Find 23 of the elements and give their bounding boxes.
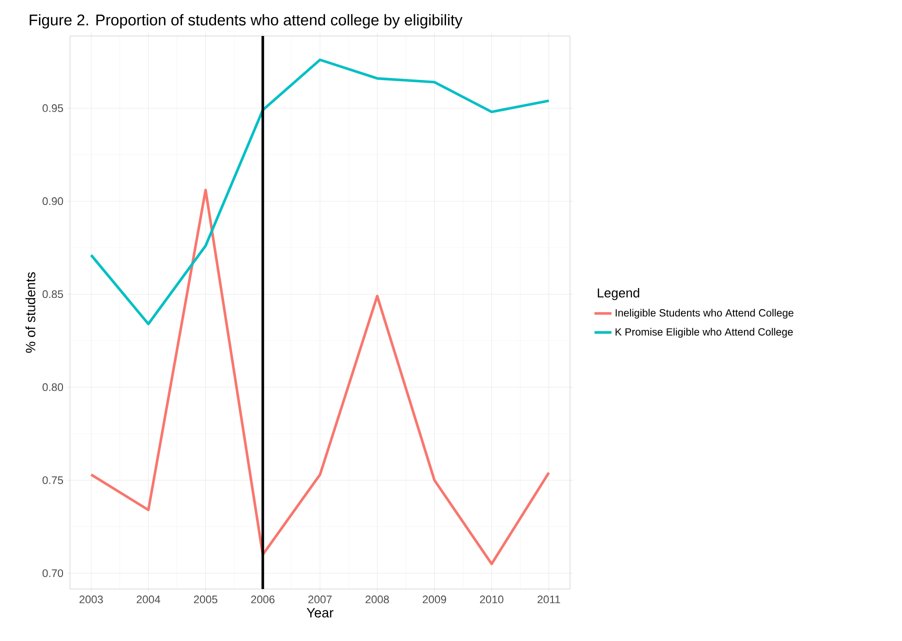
- y-tick-label: 0.90: [42, 197, 64, 206]
- x-axis-title: Year: [306, 608, 334, 618]
- legend-label: Ineligible Students who Attend College: [616, 308, 794, 319]
- y-tick-label: 0.75: [42, 476, 64, 484]
- line-series: [90, 58, 550, 326]
- x-tick-label: 2008: [366, 596, 389, 604]
- y-tick-label: 0.80: [42, 383, 64, 392]
- legend-label: K Promise Eligible who Attend College: [616, 328, 793, 338]
- legend-title: Legend: [598, 288, 640, 300]
- y-tick-label: 0.95: [42, 104, 64, 112]
- y-tick-label: 0.85: [42, 290, 64, 298]
- x-tick-label: 2007: [308, 596, 332, 604]
- x-tick-label: 2006: [251, 596, 274, 604]
- x-tick-label: 2004: [136, 596, 160, 604]
- x-tick-label: 2011: [538, 596, 560, 604]
- y-tick-label: 0.70: [42, 569, 64, 578]
- x-tick-label: 2005: [194, 596, 218, 604]
- x-tick-label: 2009: [422, 596, 446, 604]
- x-tick-label: 2010: [480, 596, 504, 604]
- line-series: [90, 188, 550, 566]
- x-tick-label: 2003: [80, 596, 103, 604]
- chart-title: Figure 2. Proportion of students who attend college by eligibility: [30, 14, 462, 28]
- y-axis-title: % of students: [25, 272, 36, 353]
